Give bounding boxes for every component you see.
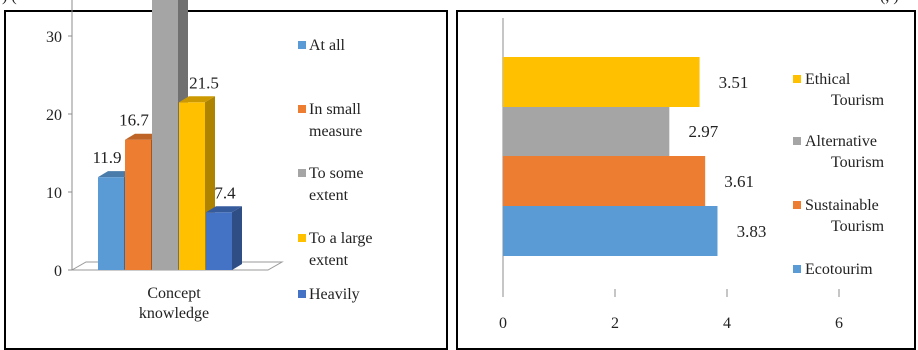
chart-right-panel: 0 2 4 6 3.83 3.61 2.97 3.51 Ethical Tourism Altern… bbox=[456, 10, 916, 350]
cropped-header-right: (, ) bbox=[880, 0, 899, 6]
x-tick-label: 6 bbox=[835, 315, 843, 332]
chart-right-svg: 0 2 4 6 3.83 3.61 2.97 3.51 Ethical Tourism Altern… bbox=[499, 18, 885, 332]
data-label-sustainable-tourism: 3.61 bbox=[724, 172, 754, 191]
y-tick-label: 30 bbox=[46, 29, 62, 46]
bar-ecotourim bbox=[503, 206, 718, 256]
category-label-line2: knowledge bbox=[139, 305, 209, 322]
bar-to-a-large-extent bbox=[179, 102, 205, 270]
legend-swatch-to-a-large-extent bbox=[298, 234, 306, 242]
data-label-alternative-tourism: 2.97 bbox=[688, 122, 718, 141]
legend-label-heavily: Heavily bbox=[309, 286, 360, 303]
data-label-ecotourim: 3.83 bbox=[737, 222, 767, 241]
legend-label-to-a-large-extent-line1: To a large bbox=[309, 230, 372, 247]
legend-label-alternative-tourism-line1: Alternative bbox=[805, 133, 877, 150]
bar-ethical-tourism bbox=[503, 57, 700, 107]
cropped-header-left: ) ( bbox=[2, 0, 17, 6]
bar-at-all bbox=[98, 177, 124, 270]
bar-side-heavily bbox=[232, 206, 242, 270]
x-tick-label: 2 bbox=[611, 315, 619, 332]
data-label-heavily: 7.4 bbox=[214, 183, 236, 202]
legend-label-alternative-tourism-line2: Tourism bbox=[831, 154, 885, 171]
legend-swatch-sustainable-tourism bbox=[793, 201, 801, 209]
data-label-to-a-large-extent: 21.5 bbox=[189, 73, 219, 92]
bar-in-small-measure bbox=[125, 139, 151, 270]
legend-swatch-alternative-tourism bbox=[793, 137, 801, 145]
bar-to-some-extent bbox=[152, 0, 178, 270]
data-label-ethical-tourism: 3.51 bbox=[719, 73, 749, 92]
bar-heavily bbox=[206, 212, 232, 270]
bar-top-to-a-large-extent bbox=[179, 96, 215, 103]
category-label-line1: Concept bbox=[147, 285, 201, 302]
legend-label-to-some-extent-line1: To some bbox=[309, 165, 363, 182]
legend-label-to-a-large-extent-line2: extent bbox=[309, 252, 349, 269]
y-tick-label: 0 bbox=[54, 263, 62, 280]
legend-label-ethical-tourism-line1: Ethical bbox=[805, 71, 851, 88]
bar-top-heavily bbox=[206, 206, 242, 213]
legend-label-sustainable-tourism-line1: Sustainable bbox=[805, 197, 879, 214]
y-tick-label: 10 bbox=[46, 185, 62, 202]
legend-swatch-ecotourim bbox=[793, 265, 801, 273]
legend-swatch-heavily bbox=[298, 290, 306, 298]
y-tick-label: 20 bbox=[46, 107, 62, 124]
legend-label-ecotourim: Ecotourim bbox=[805, 261, 873, 278]
legend-label-in-small-measure-line1: In small bbox=[309, 101, 362, 118]
legend-label-ethical-tourism-line2: Tourism bbox=[831, 92, 885, 109]
legend-label-at-all: At all bbox=[309, 37, 346, 54]
legend-label-in-small-measure-line2: measure bbox=[309, 123, 362, 140]
data-label-at-all: 11.9 bbox=[92, 148, 121, 167]
x-tick-label: 0 bbox=[499, 315, 507, 332]
legend-swatch-in-small-measure bbox=[298, 105, 306, 113]
legend-swatch-to-some-extent bbox=[298, 169, 306, 177]
x-tick-label: 4 bbox=[723, 315, 731, 332]
chart-left-svg: 0102030405011.916.742.621.57.4Conceptkno… bbox=[46, 0, 372, 322]
legend-label-sustainable-tourism-line2: Tourism bbox=[831, 218, 885, 235]
data-label-in-small-measure: 16.7 bbox=[119, 111, 149, 130]
legend-swatch-at-all bbox=[298, 41, 306, 49]
bar-alternative-tourism bbox=[503, 106, 670, 156]
legend-label-to-some-extent-line2: extent bbox=[309, 187, 349, 204]
bar-sustainable-tourism bbox=[503, 156, 706, 206]
chart-left-panel: 0102030405011.916.742.621.57.4Conceptkno… bbox=[4, 0, 448, 350]
legend-swatch-ethical-tourism bbox=[793, 75, 801, 83]
